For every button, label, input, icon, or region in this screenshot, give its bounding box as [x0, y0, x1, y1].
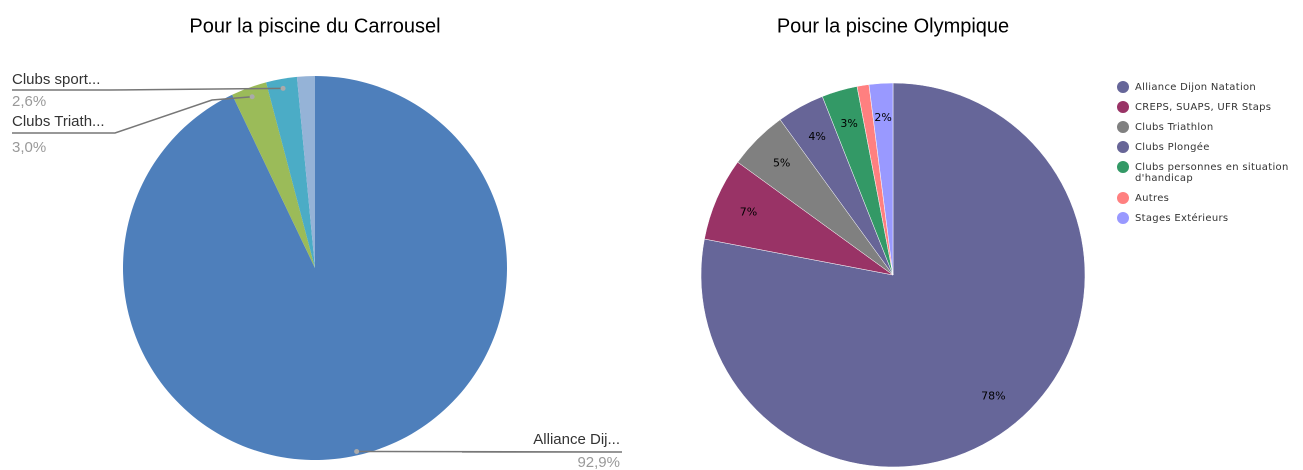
- value-label: 7%: [740, 205, 757, 218]
- legend-label: Stages Extérieurs: [1135, 213, 1229, 224]
- leader-line: [12, 96, 253, 134]
- slice-label: Alliance Dij...: [533, 431, 620, 448]
- pie-slice: [700, 82, 1086, 468]
- legend-label: Clubs Triathlon: [1135, 122, 1214, 133]
- legend-item: Clubs personnes en situation d'handicap: [1115, 161, 1303, 184]
- legend-swatch: [1117, 212, 1129, 224]
- value-label: 2,6%: [12, 93, 46, 110]
- legend-swatch: [1117, 101, 1129, 113]
- value-label: 3%: [840, 117, 857, 130]
- pie-slice: [296, 76, 315, 268]
- leader-dot: [249, 94, 255, 100]
- legend-label: Alliance Dijon Natation: [1135, 82, 1257, 93]
- legend-swatch: [1117, 141, 1129, 153]
- legend-swatch: [1117, 192, 1129, 204]
- legend-swatch: [1117, 121, 1129, 133]
- value-label: 78%: [981, 389, 1005, 402]
- legend-item: Autres: [1115, 192, 1303, 204]
- legend-swatch: [1117, 161, 1129, 173]
- value-label: 2%: [874, 111, 891, 124]
- legend-label: Clubs Plongée: [1135, 142, 1210, 153]
- leader-line: [12, 87, 284, 91]
- leader-dot: [280, 85, 286, 91]
- legend-item: Stages Extérieurs: [1115, 212, 1303, 224]
- legend-swatch: [1117, 81, 1129, 93]
- pie-slice: [266, 76, 315, 268]
- legend-label: Autres: [1135, 193, 1170, 204]
- value-label: 5%: [773, 157, 790, 170]
- legend-label: Clubs personnes en situation d'handicap: [1135, 162, 1289, 184]
- legend-label: CREPS, SUAPS, UFR Staps: [1135, 102, 1272, 113]
- legend-item: CREPS, SUAPS, UFR Staps: [1115, 101, 1303, 113]
- chart-title: Pour la piscine Olympique: [777, 15, 1009, 37]
- pie-slice: [232, 82, 315, 268]
- slice-label: Clubs Triath...: [12, 113, 105, 130]
- value-label: 4%: [808, 130, 825, 143]
- value-label: 3,0%: [12, 139, 46, 156]
- pie-slice: [868, 82, 894, 276]
- slice-label: Clubs sport...: [12, 71, 100, 88]
- legend-item: Clubs Triathlon: [1115, 121, 1303, 133]
- value-label: 92,9%: [577, 454, 620, 470]
- legend: Alliance Dijon Natation CREPS, SUAPS, UFR…: [1115, 81, 1303, 233]
- legend-item: Alliance Dijon Natation: [1115, 81, 1303, 93]
- leader-dot: [354, 448, 360, 454]
- leader-line: [356, 450, 623, 453]
- chart-title: Pour la piscine du Carrousel: [189, 15, 440, 37]
- legend-item: Clubs Plongée: [1115, 141, 1303, 153]
